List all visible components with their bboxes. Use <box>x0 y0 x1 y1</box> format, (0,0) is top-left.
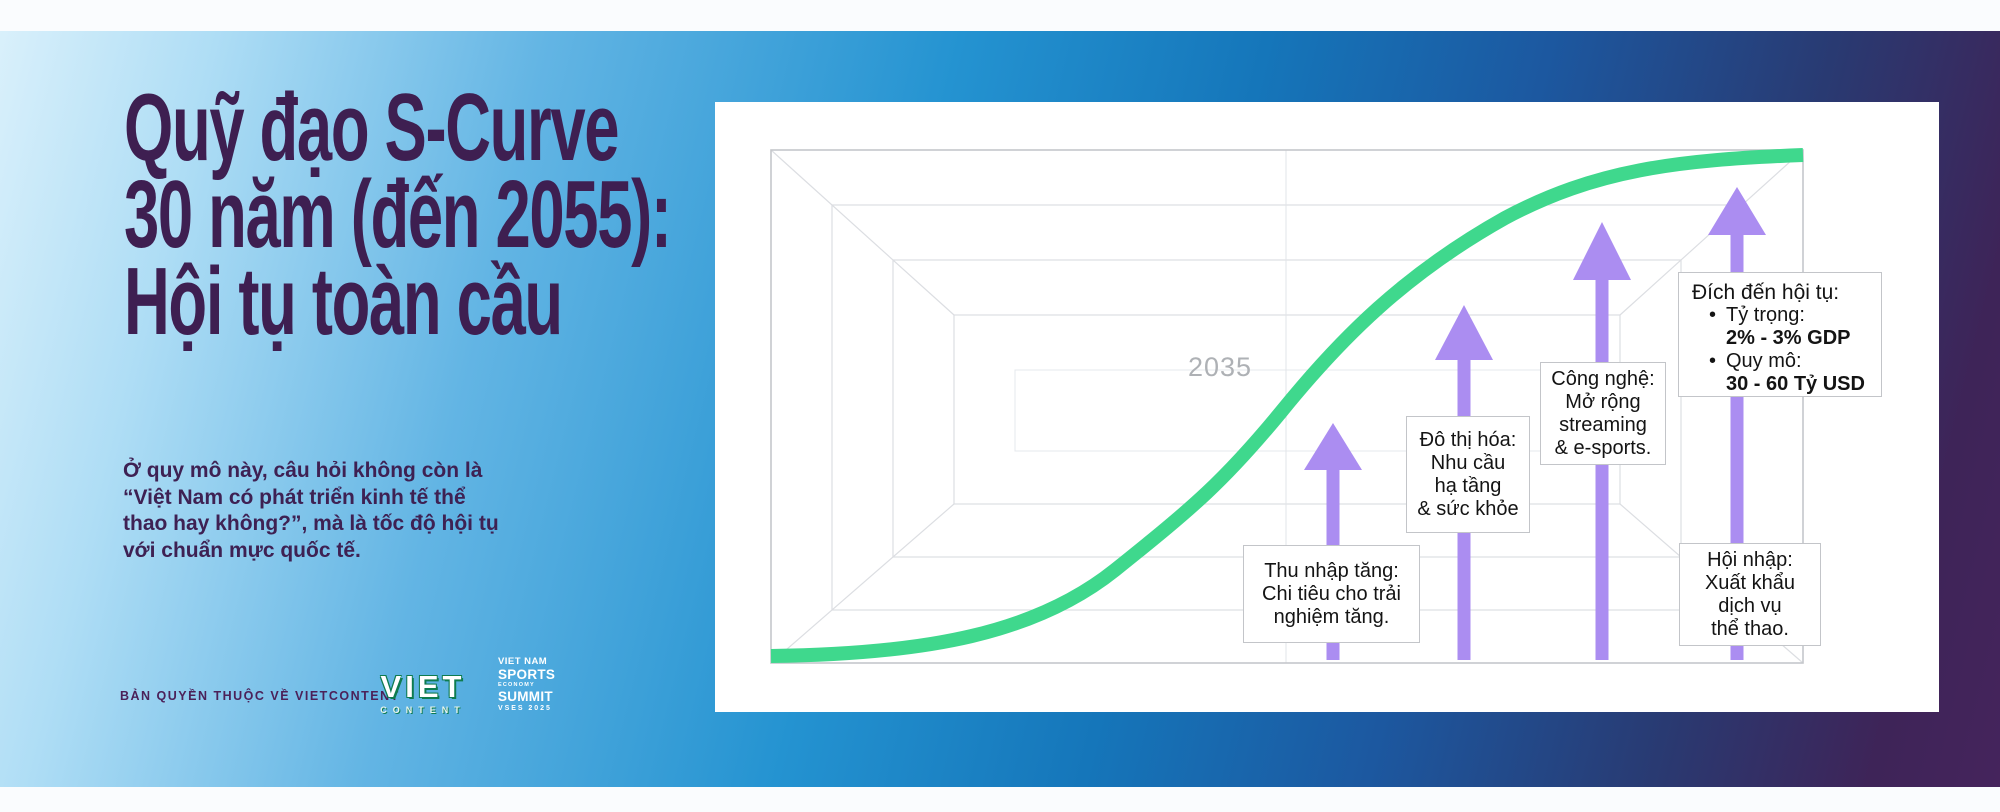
convergence-scale-label: Quy mô: <box>1726 350 1802 372</box>
annotation-technology: Công nghệ: Mở rộng streaming & e-sports. <box>1540 362 1666 465</box>
intro-paragraph: Ở quy mô này, câu hỏi không còn là “Việt… <box>123 459 499 562</box>
vses-logo-line: VSES 2025 <box>498 705 552 712</box>
chart-outer-frame <box>770 149 1804 664</box>
bullet-dot-icon: • <box>1709 350 1717 372</box>
vietcontent-logo: VIET CONTENT <box>358 669 488 715</box>
annotation-integration: Hội nhập: Xuất khẩu dịch vụ thể thao. <box>1679 543 1821 646</box>
vses-logo-line: SUMMIT <box>498 688 553 704</box>
copyright-text: BẢN QUYỀN THUỘC VỀ VIETCONTENT <box>120 689 400 703</box>
convergence-scale-value: 30 - 60 Tỷ USD <box>1726 373 1865 395</box>
bullet-dot-icon: • <box>1709 304 1717 326</box>
convergence-share-label: Tỷ trọng: <box>1726 304 1805 326</box>
s-curve-line <box>770 148 1804 663</box>
x-tick-2035: 2035 <box>1187 352 1253 382</box>
convergence-title: Đích đến hội tụ: <box>1692 281 1840 304</box>
annotation-urbanization: Đô thị hóa: Nhu cầu hạ tầng & sức khỏe <box>1406 416 1530 533</box>
vses-logo-line: ECONOMY <box>498 682 535 688</box>
annotation-income: Thu nhập tăng: Chi tiêu cho trải nghiệm … <box>1243 545 1420 643</box>
annotation-convergence-target: Đích đến hội tụ: • Tỷ trọng: 2% - 3% GDP … <box>1678 272 1882 397</box>
page-title: Quỹ đạo S-Curve 30 năm (đến 2055): Hội t… <box>124 74 672 355</box>
vietcontent-logo-subtext: CONTENT <box>380 705 466 715</box>
vses-summit-logo: VIET NAM SPORTS ECONOMY SUMMIT VSES 2025 <box>498 657 568 712</box>
vietcontent-logo-word: VIET <box>380 669 466 704</box>
vses-logo-line: SPORTS <box>498 666 556 682</box>
vses-logo-line: VIET NAM <box>498 656 548 667</box>
chart-card: 2035 Thu nhập tăng: Chi tiêu cho trải ng… <box>715 102 1939 712</box>
convergence-share-value: 2% - 3% GDP <box>1726 327 1851 349</box>
convergence-bullet-label: • Quy mô: <box>1692 350 1873 373</box>
convergence-bullet-label: • Tỷ trọng: <box>1692 304 1873 327</box>
